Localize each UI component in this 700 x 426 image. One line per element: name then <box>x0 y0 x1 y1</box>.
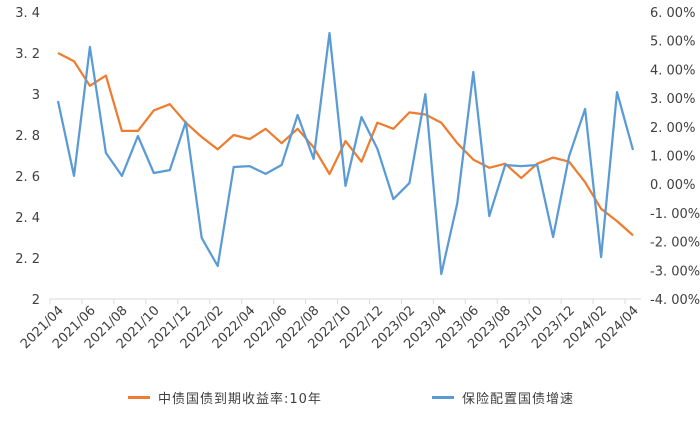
legend-item-bond-yield: 中债国债到期收益率:10年 <box>128 388 322 407</box>
y2-tick-label: 0. 00% <box>650 178 695 193</box>
y-tick-label: 2 <box>32 293 40 308</box>
legend-swatch-blue <box>432 396 454 399</box>
y2-tick-label: 4. 00% <box>650 63 695 78</box>
legend-label: 保险配置国债增速 <box>462 392 575 407</box>
y-tick-label: 3 <box>32 88 40 103</box>
y2-tick-label: -2. 00% <box>650 236 700 251</box>
legend-item-insurance-growth: 保险配置国债增速 <box>432 388 574 407</box>
y-tick-label: 2. 6 <box>15 170 40 185</box>
y-tick-label: 2. 2 <box>15 252 40 267</box>
series-line-bond-yield <box>57 51 634 237</box>
right-y-axis: -4. 00% -3. 00% -2. 00% -1. 00% 0. 00% 1. 00%… <box>650 6 700 308</box>
y-tick-label: 2. 4 <box>15 211 40 226</box>
series-line-insurance-growth <box>56 31 635 276</box>
y2-tick-label: -3. 00% <box>650 264 700 279</box>
y-tick-label: 3. 2 <box>15 47 40 62</box>
y-tick-label: 2. 8 <box>15 129 40 144</box>
legend-label: 中债国债到期收益率:10年 <box>158 392 322 407</box>
y2-tick-label: 5. 00% <box>650 35 695 50</box>
y2-tick-label: 2. 00% <box>650 121 695 136</box>
y2-tick-label: -4. 00% <box>650 293 700 308</box>
y2-tick-label: 1. 00% <box>650 150 695 165</box>
left-y-axis: 2 2. 2 2. 4 2. 6 2. 8 3 3. 2 3. 4 <box>15 6 40 308</box>
legend-swatch-orange <box>128 396 150 399</box>
y2-tick-label: 6. 00% <box>650 6 695 21</box>
x-axis: 2021/042021/062021/082021/102021/122022/… <box>18 298 642 352</box>
y2-tick-label: 3. 00% <box>650 92 695 107</box>
y2-tick-label: -1. 00% <box>650 207 700 222</box>
legend: 中债国债到期收益率:10年 保险配置国债增速 <box>0 388 700 408</box>
y-tick-label: 3. 4 <box>15 6 40 21</box>
series-lines <box>56 31 635 276</box>
